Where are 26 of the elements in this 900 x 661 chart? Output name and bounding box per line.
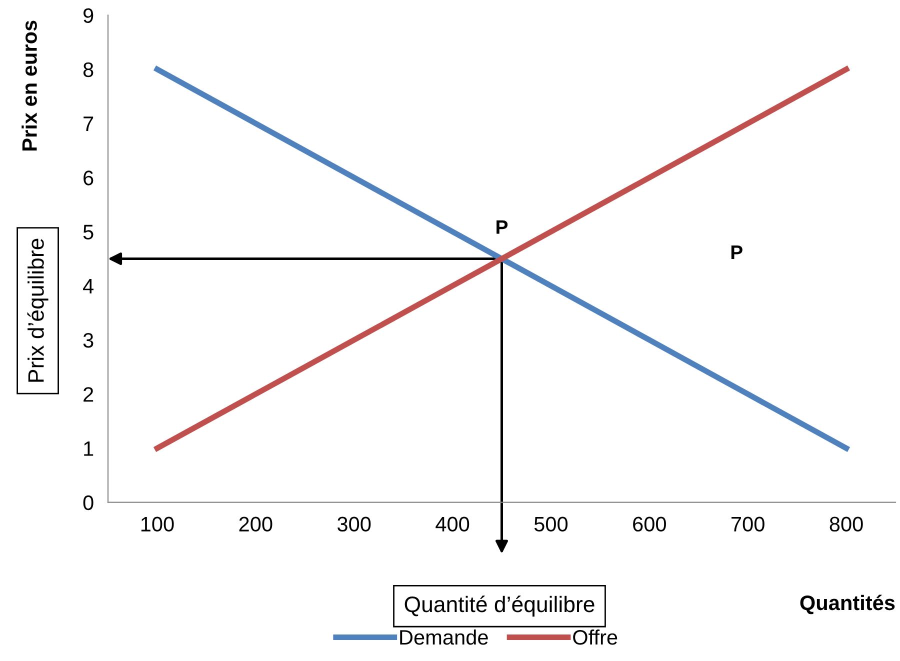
x-tick-label: 500 — [534, 516, 568, 532]
y-tick-label: 9 — [84, 8, 94, 23]
text: Prix d’équilibre — [27, 238, 48, 382]
legend-label: Offre — [573, 629, 618, 645]
x-tick-label: 600 — [633, 516, 666, 532]
y-tick-label: 0 — [83, 495, 94, 510]
y-tick-label: 6 — [84, 170, 94, 186]
annotation: P — [731, 246, 742, 259]
x-tick-label: 200 — [239, 516, 272, 532]
legend-label: Demande — [400, 629, 488, 645]
y-tick-label: 2 — [84, 387, 94, 402]
x-tick-label: 800 — [830, 516, 863, 532]
y-tick-label: 7 — [84, 116, 94, 132]
x-tick-label: 700 — [732, 516, 764, 532]
text: Quantité d’équilibre — [404, 596, 594, 617]
y-tick-label: 1 — [84, 441, 94, 456]
x-axis-title: Quantités — [800, 594, 895, 614]
y-axis-title: Prix en euros — [22, 20, 37, 150]
y-tick-label: 3 — [83, 332, 94, 348]
x-tick-label: 300 — [338, 516, 371, 532]
y-tick-label: 4 — [83, 279, 94, 294]
x-tick-label: 100 — [141, 516, 174, 532]
y-tick-label: 8 — [83, 62, 94, 78]
annotation: P — [496, 220, 508, 234]
y-tick-label: 5 — [83, 224, 94, 240]
x-tick-label: 400 — [436, 516, 470, 532]
